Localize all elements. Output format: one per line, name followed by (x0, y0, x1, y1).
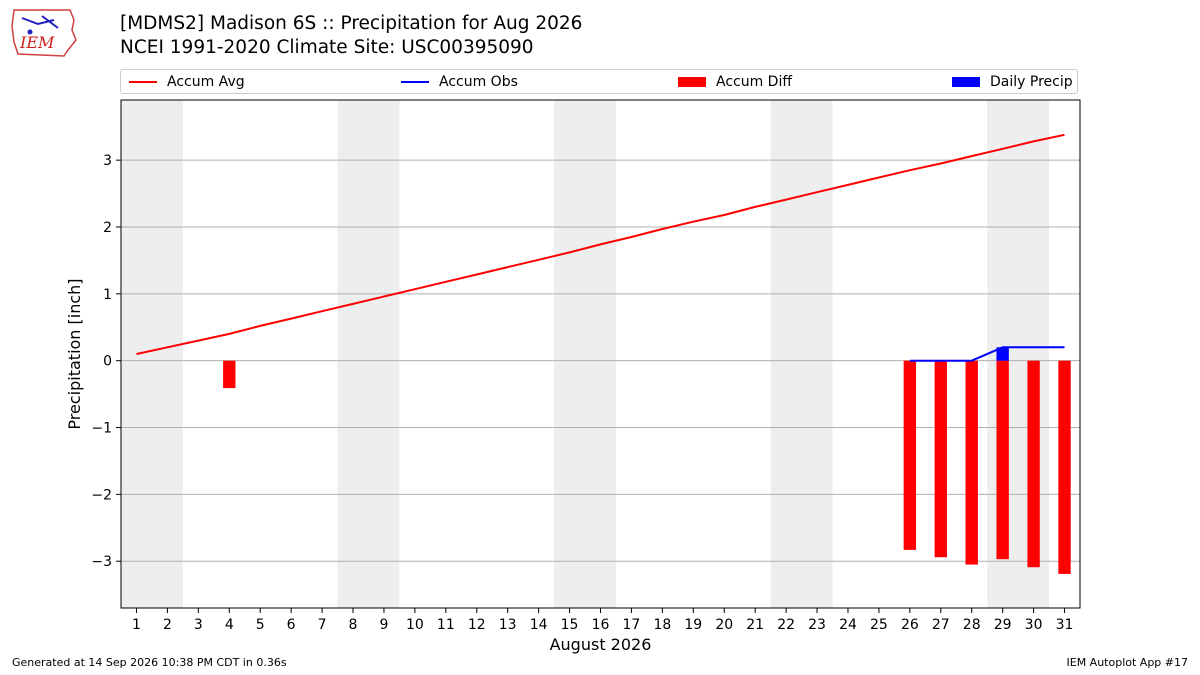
chart-title: [MDMS2] Madison 6S :: Precipitation for … (120, 12, 582, 60)
accum-diff-bar (965, 360, 978, 565)
legend-label-accum-obs: Accum Obs (439, 73, 518, 90)
title-line-2: NCEI 1991-2020 Climate Site: USC00395090 (120, 37, 534, 58)
x-tick-label: 3 (194, 617, 203, 633)
iem-logo: IEM (11, 9, 77, 57)
x-tick-label: 10 (406, 617, 424, 633)
x-tick-label: 9 (379, 617, 388, 633)
legend-label-accum-diff: Accum Diff (716, 73, 793, 90)
legend-label-daily-precip: Daily Precip (990, 73, 1073, 90)
accum-diff-bar (934, 360, 947, 558)
y-axis-label: Precipitation [inch] (65, 278, 84, 429)
x-tick-label: 27 (932, 617, 950, 633)
accum-avg-line (136, 133, 1065, 355)
x-tick-label: 13 (499, 617, 517, 633)
y-tick-label: 1 (103, 287, 112, 303)
x-tick-label: 21 (746, 617, 764, 633)
x-tick-label: 18 (653, 617, 671, 633)
x-tick-label: 14 (530, 617, 548, 633)
y-tick-label: 2 (103, 220, 112, 236)
x-tick-label: 25 (870, 617, 888, 633)
legend-swatch-accum-avg (129, 80, 157, 83)
y-tick-label: 3 (103, 153, 112, 169)
legend-item-accum-diff: Accum Diff (678, 70, 792, 93)
legend-item-accum-obs: Accum Obs (401, 70, 518, 93)
legend-label-accum-avg: Accum Avg (167, 73, 245, 90)
x-tick-label: 24 (839, 617, 857, 633)
weekend-shade (337, 100, 400, 608)
accum-obs-line (909, 346, 1065, 362)
x-axis-label: August 2026 (550, 635, 652, 654)
footer-generated: Generated at 14 Sep 2026 10:38 PM CDT in… (12, 656, 287, 669)
x-tick-label: 26 (901, 617, 919, 633)
x-tick-label: 20 (715, 617, 733, 633)
x-tick-label: 30 (1025, 617, 1043, 633)
station-dot-icon (27, 29, 33, 35)
weather-vane-icon (21, 15, 59, 29)
accum-diff-bar (996, 360, 1009, 560)
x-tick-label: 5 (256, 617, 265, 633)
accum-diff-bar (903, 360, 917, 550)
legend-swatch-daily-precip (952, 76, 980, 87)
title-line-1: [MDMS2] Madison 6S :: Precipitation for … (120, 13, 583, 34)
logo-text: IEM (19, 33, 55, 52)
state-outline-icon (11, 9, 77, 57)
plot-frame (120, 99, 1081, 609)
legend-item-accum-avg: Accum Avg (129, 70, 245, 93)
x-tick-label: 7 (318, 617, 327, 633)
accum-diff-bar (1058, 360, 1071, 574)
x-tick-label: 17 (623, 617, 641, 633)
x-tick-label: 4 (225, 617, 234, 633)
accum-diff-bar (223, 360, 236, 389)
x-tick-label: 23 (808, 617, 826, 633)
x-tick-label: 8 (349, 617, 358, 633)
x-tick-label: 29 (994, 617, 1012, 633)
legend-swatch-accum-diff (678, 76, 706, 87)
daily-precip-bar (996, 347, 1009, 361)
y-tick-label: −1 (91, 421, 112, 437)
x-tick-label: 15 (561, 617, 579, 633)
chart-legend: Accum Avg Accum Obs Accum Diff Daily Pre… (120, 69, 1078, 94)
weekend-shade (121, 100, 183, 608)
x-tick-label: 12 (468, 617, 486, 633)
x-tick-label: 28 (963, 617, 981, 633)
legend-swatch-accum-obs (401, 80, 429, 83)
x-tick-label: 11 (437, 617, 455, 633)
y-tick-label: 0 (103, 354, 112, 370)
weekend-shade (770, 100, 833, 608)
x-tick-label: 22 (777, 617, 795, 633)
x-tick-label: 2 (163, 617, 172, 633)
x-tick-label: 6 (287, 617, 296, 633)
y-tick-label: −3 (91, 554, 112, 570)
x-tick-label: 19 (684, 617, 702, 633)
x-tick-label: 31 (1056, 617, 1074, 633)
x-tick-label: 1 (132, 617, 141, 633)
y-tick-label: −2 (91, 487, 112, 503)
x-tick-label: 16 (592, 617, 610, 633)
accum-diff-bar (1027, 360, 1040, 568)
weekend-shade (554, 100, 616, 608)
footer-app: IEM Autoplot App #17 (1066, 656, 1189, 669)
legend-item-daily-precip: Daily Precip (952, 70, 1073, 93)
